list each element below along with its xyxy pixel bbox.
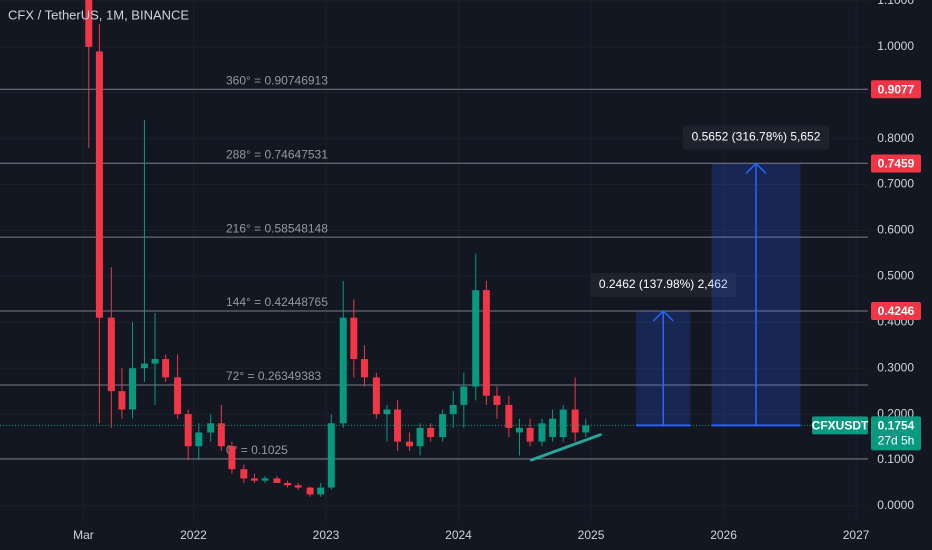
candle-body xyxy=(118,391,126,410)
x-tick-label: 2023 xyxy=(313,528,340,542)
candle-body xyxy=(85,0,93,47)
candle-body xyxy=(394,409,402,442)
candle-body xyxy=(327,423,335,488)
candle-body xyxy=(405,441,413,447)
symbol-tag xyxy=(812,416,868,435)
candle-body xyxy=(140,363,148,369)
axes: 0.00000.10000.20000.30000.40000.50000.60… xyxy=(73,0,921,542)
candle-body xyxy=(95,51,103,318)
candle-body xyxy=(416,427,424,447)
candle-body xyxy=(240,469,248,479)
measure-label-box xyxy=(683,125,830,150)
candle-body xyxy=(515,427,523,433)
price-tag xyxy=(871,301,921,320)
candle-body xyxy=(339,317,347,424)
candle-body xyxy=(250,478,258,481)
x-tick-label: 2022 xyxy=(180,528,207,542)
last-price-tag xyxy=(871,416,921,451)
candle-body xyxy=(129,368,137,410)
x-tick-label: 2024 xyxy=(445,528,472,542)
measure-label-box xyxy=(590,272,737,297)
candle-body xyxy=(571,409,579,433)
trendline xyxy=(529,433,602,462)
symbol-label: CFXUSDT xyxy=(812,419,869,433)
candle-body xyxy=(195,432,203,447)
level-label: 0° = 0.1025 xyxy=(226,443,288,457)
candle-body xyxy=(383,409,391,415)
price-tag-label: 0.7459 xyxy=(878,157,915,171)
candle-body xyxy=(538,423,546,442)
candle-body xyxy=(472,290,480,387)
y-tick-label: 0.6000 xyxy=(877,223,914,237)
candle-body xyxy=(493,395,501,405)
candle-body xyxy=(549,418,557,438)
candle-body xyxy=(449,404,457,415)
x-tick-label: Mar xyxy=(73,528,94,542)
measure-label: 0.5652 (316.78%) 5,652 xyxy=(692,130,821,144)
plot-area: 360° = 0.90746913 288° = 0.74647531 216° =… xyxy=(0,0,868,497)
candle-body xyxy=(372,377,380,415)
y-tick-label: 0.3000 xyxy=(877,360,914,374)
candle-body xyxy=(228,446,236,470)
y-tick-label: 0.7000 xyxy=(877,177,914,191)
price-tag xyxy=(871,154,921,173)
candle-body xyxy=(317,487,325,495)
y-tick-label: 0.0000 xyxy=(877,498,914,512)
y-tick-label: 1.1000 xyxy=(877,0,914,7)
candle-body xyxy=(273,478,281,483)
candle-body xyxy=(582,425,590,433)
y-tick-label: 1.0000 xyxy=(877,39,914,53)
measure-arrow-head xyxy=(652,309,674,322)
candle-body xyxy=(162,359,170,378)
candle-body xyxy=(294,485,302,488)
candle-body xyxy=(306,487,314,495)
level-label: 144° = 0.42448765 xyxy=(226,295,328,309)
price-tag-label: 0.9077 xyxy=(878,82,915,96)
candle-body xyxy=(261,478,269,481)
measure-label: 0.2462 (137.98%) 2,462 xyxy=(599,277,728,291)
candle-body xyxy=(350,317,358,360)
candle-body xyxy=(460,386,468,405)
y-tick-label: 0.5000 xyxy=(877,269,914,283)
candle-body xyxy=(439,414,447,438)
last-price-label: 0.1754 xyxy=(878,419,915,433)
candle-body xyxy=(505,404,513,428)
chart-title: CFX / TetherUS, 1M, BINANCE xyxy=(8,7,189,22)
candle-body xyxy=(217,423,225,447)
candle-body xyxy=(526,427,534,442)
y-tick-label: 0.1000 xyxy=(877,452,914,466)
candle-body xyxy=(151,359,159,364)
candle-body xyxy=(107,317,115,392)
level-label: 216° = 0.58548148 xyxy=(226,221,328,235)
level-label: 360° = 0.90746913 xyxy=(226,73,328,87)
x-tick-label: 2027 xyxy=(843,528,870,542)
candle-body xyxy=(427,427,435,438)
level-label: 72° = 0.26349383 xyxy=(226,369,322,383)
x-tick-label: 2026 xyxy=(710,528,737,542)
candle-body xyxy=(184,414,192,447)
x-tick-label: 2025 xyxy=(578,528,605,542)
candle-body xyxy=(284,482,292,486)
candle-body xyxy=(207,423,215,433)
candle-body xyxy=(174,377,182,415)
measure-arrow-head xyxy=(745,162,767,175)
price-tag xyxy=(871,80,921,99)
y-tick-label: 0.8000 xyxy=(877,131,914,145)
candle-body xyxy=(559,409,567,438)
candle-body xyxy=(360,359,368,378)
level-label: 288° = 0.74647531 xyxy=(226,147,328,161)
price-tag-label: 0.4246 xyxy=(878,304,915,318)
countdown-label: 27d 5h xyxy=(878,434,915,448)
candle-body xyxy=(482,290,490,396)
